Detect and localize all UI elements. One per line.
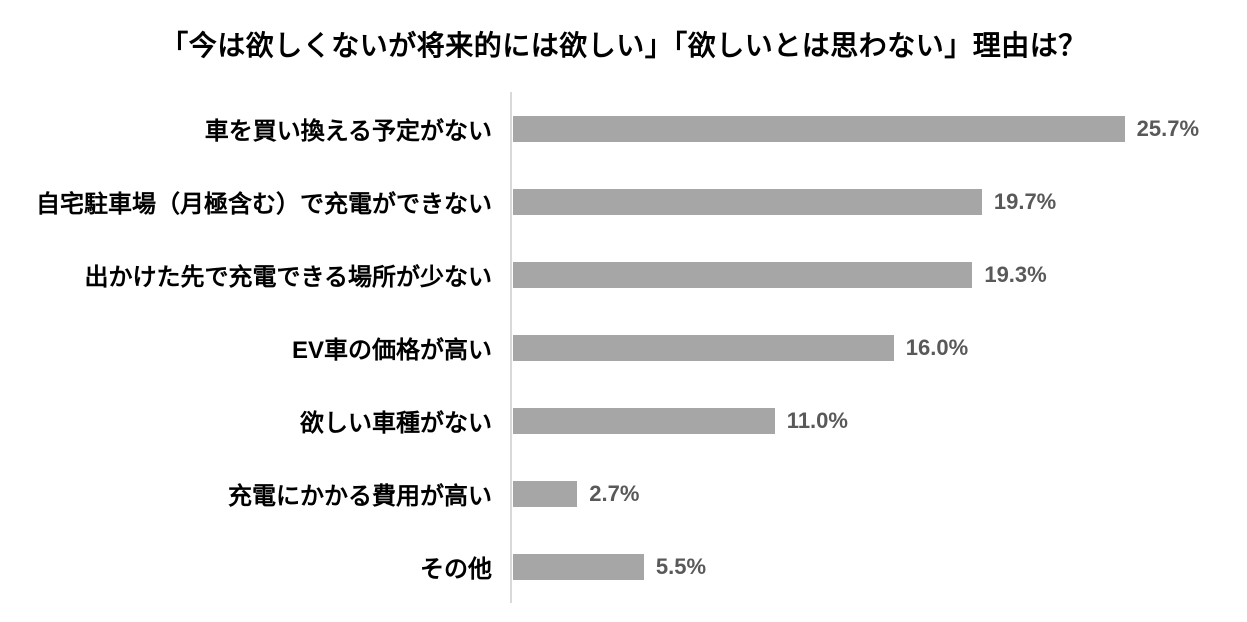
- bar-area: 19.7%: [492, 188, 1247, 215]
- bar: [513, 553, 644, 580]
- bar-area: 11.0%: [492, 407, 1247, 434]
- bar-chart: 車を買い換える予定がない 25.7% 自宅駐車場（月極含む）で充電ができない 19.7…: [0, 92, 1247, 603]
- chart-rows: 車を買い換える予定がない 25.7% 自宅駐車場（月極含む）で充電ができない 19.7…: [0, 92, 1247, 603]
- chart-row: EV車の価格が高い 16.0%: [0, 311, 1247, 384]
- bar-area: 16.0%: [492, 334, 1247, 361]
- value-label: 19.3%: [984, 261, 1047, 287]
- chart-row: 車を買い換える予定がない 25.7%: [0, 92, 1247, 165]
- value-label: 19.7%: [993, 188, 1057, 214]
- y-axis-line: [510, 92, 512, 603]
- bar: [513, 261, 973, 288]
- bar-area: 2.7%: [492, 480, 1247, 507]
- chart-row: その他 5.5%: [0, 530, 1247, 603]
- bar-area: 19.3%: [492, 261, 1247, 288]
- value-label: 11.0%: [786, 407, 848, 433]
- category-label: 出かけた先で充電できる場所が少ない: [84, 264, 492, 291]
- value-label: 5.5%: [655, 553, 707, 579]
- bar: [513, 188, 982, 215]
- category-label: 自宅駐車場（月極含む）で充電ができない: [36, 191, 492, 218]
- value-label: 16.0%: [905, 334, 969, 360]
- bar: [513, 115, 1125, 142]
- bar-area: 25.7%: [492, 115, 1247, 142]
- category-label: 車を買い換える予定がない: [204, 118, 492, 145]
- chart-row: 自宅駐車場（月極含む）で充電ができない 19.7%: [0, 165, 1247, 238]
- category-label: その他: [420, 556, 492, 583]
- chart-row: 欲しい車種がない 11.0%: [0, 384, 1247, 457]
- chart-row: 充電にかかる費用が高い 2.7%: [0, 457, 1247, 530]
- bar: [513, 407, 775, 434]
- bar-area: 5.5%: [492, 553, 1247, 580]
- value-label: 25.7%: [1136, 115, 1200, 141]
- value-label: 2.7%: [589, 480, 640, 506]
- bar: [513, 334, 894, 361]
- category-label: EV車の価格が高い: [291, 337, 492, 364]
- chart-row: 出かけた先で充電できる場所が少ない 19.3%: [0, 238, 1247, 311]
- category-label: 充電にかかる費用が高い: [228, 483, 492, 510]
- category-label: 欲しい車種がない: [300, 410, 492, 437]
- bar: [513, 480, 578, 507]
- chart-title: 「今は欲しくないが将来的には欲しい」「欲しいとは思わない」理由は？: [160, 30, 1087, 61]
